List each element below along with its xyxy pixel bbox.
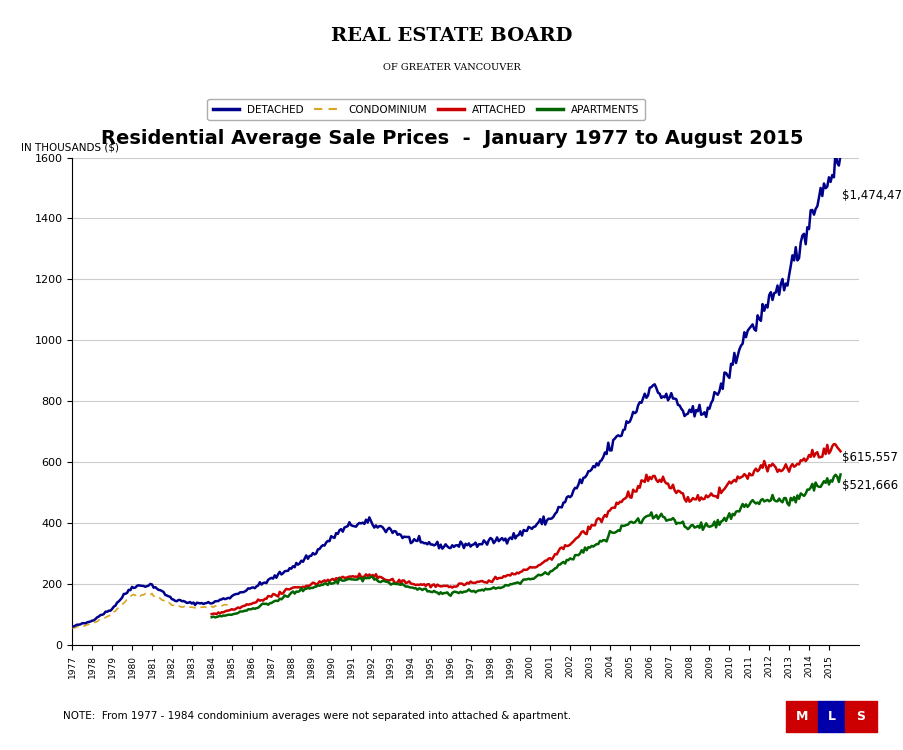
Text: L: L bbox=[827, 710, 834, 723]
Text: S: S bbox=[856, 710, 864, 723]
Bar bbox=[844, 700, 876, 732]
Text: OF GREATER VANCOUVER: OF GREATER VANCOUVER bbox=[383, 63, 520, 72]
Text: M: M bbox=[796, 710, 807, 723]
Text: $615,557: $615,557 bbox=[841, 451, 897, 464]
Text: REAL ESTATE BOARD: REAL ESTATE BOARD bbox=[330, 27, 573, 45]
Bar bbox=[817, 700, 844, 732]
Legend: DETACHED, CONDOMINIUM, ATTACHED, APARTMENTS: DETACHED, CONDOMINIUM, ATTACHED, APARTME… bbox=[207, 99, 645, 120]
Text: NOTE:  From 1977 - 1984 condominium averages were not separated into attached & : NOTE: From 1977 - 1984 condominium avera… bbox=[63, 711, 571, 722]
Text: Residential Average Sale Prices  -  January 1977 to August 2015: Residential Average Sale Prices - Januar… bbox=[100, 129, 803, 149]
Text: $521,666: $521,666 bbox=[841, 479, 897, 493]
Text: IN THOUSANDS ($): IN THOUSANDS ($) bbox=[21, 142, 119, 153]
Text: $1,474,475: $1,474,475 bbox=[841, 190, 903, 202]
Bar bbox=[786, 700, 817, 732]
